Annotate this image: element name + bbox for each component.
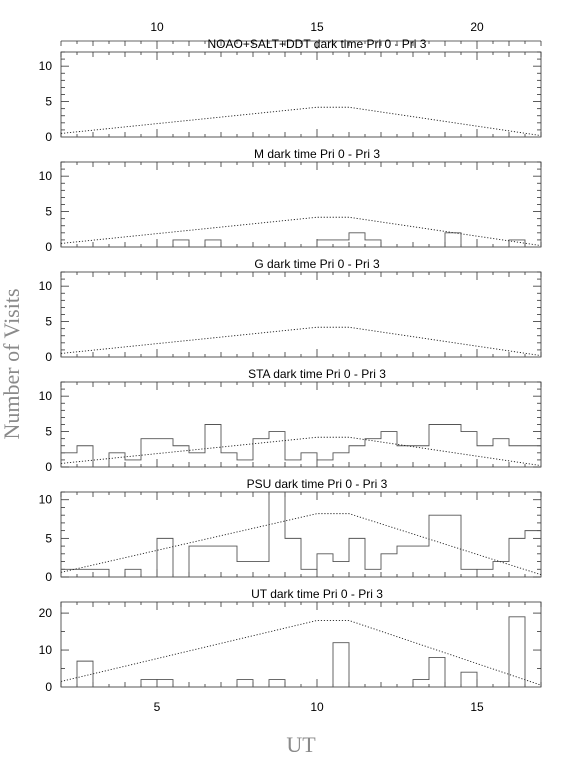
x-axis-title: UT: [286, 732, 316, 757]
panel-5: PSU dark time Pri 0 - Pri 3 0 5 10: [39, 477, 542, 584]
panel-title: STA dark time Pri 0 - Pri 3: [248, 367, 386, 381]
panel-frame: [60, 601, 542, 688]
panel-frame: [60, 51, 542, 138]
y-tick-label: 5: [45, 205, 52, 219]
y-tick-label: 5: [45, 531, 52, 545]
y-tick-label: 10: [39, 389, 53, 403]
top-x-tick-label: 20: [470, 20, 484, 34]
x-tick-label: 15: [470, 700, 484, 714]
model-curve: [60, 436, 542, 467]
panel-title: NOAO+SALT+DDT dark time Pri 0 - Pri 3: [208, 37, 427, 51]
y-tick-label: 10: [39, 279, 53, 293]
y-tick-label: 20: [39, 606, 53, 620]
panel-frame: [60, 271, 542, 358]
model-curve: [60, 216, 542, 247]
y-tick-label: 0: [45, 240, 52, 254]
x-tick-label: 5: [154, 700, 161, 714]
histogram-panels: NOAO+SALT+DDT dark time Pri 0 - Pri 3 0 5 1…: [39, 37, 542, 694]
panel-3: G dark time Pri 0 - Pri 3 0 5 10: [39, 257, 542, 364]
panel-title: M dark time Pri 0 - Pri 3: [254, 147, 380, 161]
panel-title: PSU dark time Pri 0 - Pri 3: [247, 477, 388, 491]
y-tick-label: 10: [39, 493, 53, 507]
x-tick-label: 10: [310, 700, 324, 714]
histogram-bars: [61, 232, 541, 248]
panel-title: G dark time Pri 0 - Pri 3: [254, 257, 380, 271]
top-x-tick-label: 15: [310, 20, 324, 34]
y-tick-label: 5: [45, 315, 52, 329]
top-ut-axis: 10 15 20: [60, 20, 542, 49]
y-tick-label: 0: [45, 130, 52, 144]
y-axis-title: Number of Visits: [0, 288, 24, 439]
panel-frame: [60, 161, 542, 248]
panel-title: UT dark time Pri 0 - Pri 3: [251, 587, 383, 601]
histogram-bars: [60, 491, 542, 578]
panel-4: STA dark time Pri 0 - Pri 3 0 5 10: [39, 367, 542, 474]
top-x-tick-label: 10: [150, 20, 164, 34]
histogram-bars: [60, 424, 542, 468]
y-tick-label: 10: [39, 643, 53, 657]
model-curve: [60, 106, 542, 137]
y-tick-label: 5: [45, 425, 52, 439]
y-tick-label: 5: [45, 95, 52, 109]
model-curve: [60, 326, 542, 357]
panel-6: UT dark time Pri 0 - Pri 3 0 10 20: [39, 587, 542, 694]
y-tick-label: 10: [39, 169, 53, 183]
panel-1: NOAO+SALT+DDT dark time Pri 0 - Pri 3 0 5 1…: [39, 37, 542, 144]
y-tick-label: 0: [45, 460, 52, 474]
bottom-ut-axis: 5 10 15: [154, 700, 484, 714]
y-tick-label: 0: [45, 350, 52, 364]
model-curve: [60, 620, 542, 686]
histogram-bars: [61, 616, 541, 688]
y-tick-label: 10: [39, 59, 53, 73]
y-tick-label: 0: [45, 680, 52, 694]
panel-2: M dark time Pri 0 - Pri 3 0 5 10: [39, 147, 542, 254]
y-tick-label: 0: [45, 570, 52, 584]
